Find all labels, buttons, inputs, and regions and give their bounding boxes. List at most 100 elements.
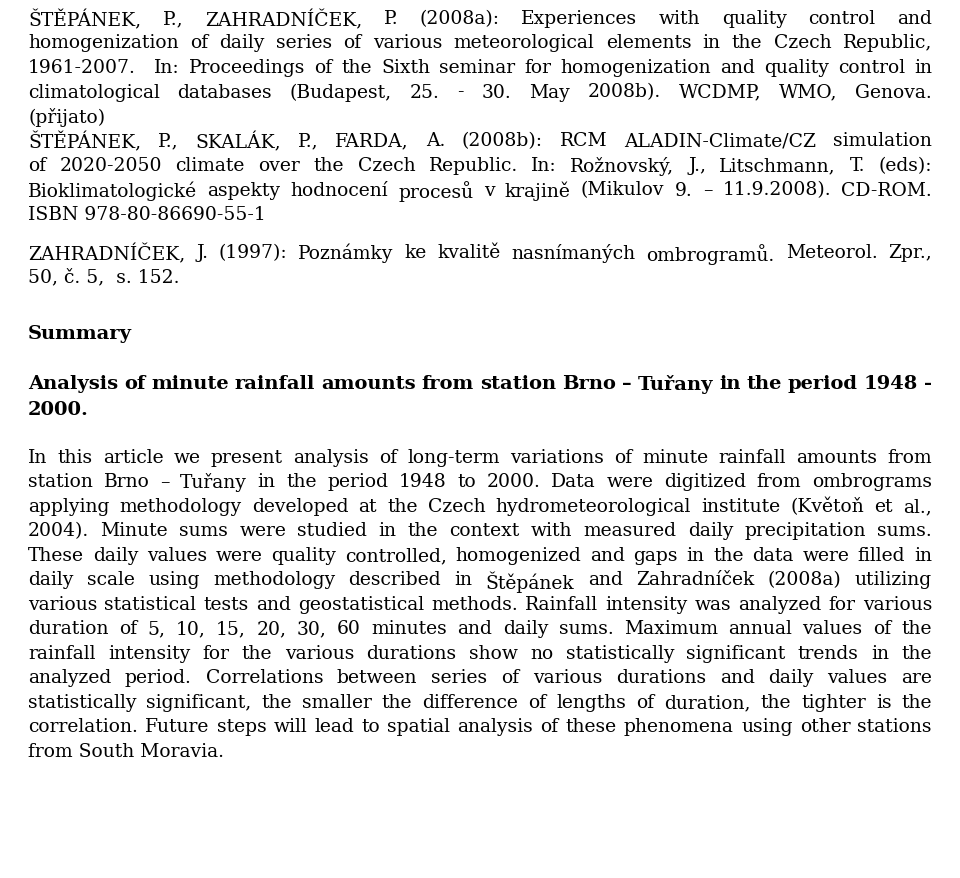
Text: data: data — [753, 546, 794, 565]
Text: statistically: statistically — [28, 694, 136, 711]
Text: in: in — [871, 644, 889, 662]
Text: Brno: Brno — [563, 375, 616, 392]
Text: the: the — [901, 644, 932, 662]
Text: amounts: amounts — [322, 375, 416, 392]
Text: for: for — [203, 644, 229, 662]
Text: methodology: methodology — [120, 498, 242, 515]
Text: 1948: 1948 — [864, 375, 918, 392]
Text: ke: ke — [404, 244, 427, 262]
Text: Genova.: Genova. — [855, 83, 932, 101]
Text: of: of — [344, 34, 362, 53]
Text: tests: tests — [204, 595, 249, 613]
Text: minutes: minutes — [372, 620, 447, 637]
Text: methodology: methodology — [213, 571, 335, 589]
Text: aspekty: aspekty — [207, 181, 280, 199]
Text: ISBN 978-80-86690-55-1: ISBN 978-80-86690-55-1 — [28, 205, 266, 224]
Text: 10,: 10, — [176, 620, 205, 637]
Text: between: between — [337, 669, 418, 687]
Text: daily: daily — [93, 546, 138, 565]
Text: lead: lead — [315, 717, 354, 736]
Text: from South Moravia.: from South Moravia. — [28, 742, 224, 760]
Text: period: period — [788, 375, 858, 392]
Text: Analysis: Analysis — [28, 375, 118, 392]
Text: ŠTĚPÁNEK,: ŠTĚPÁNEK, — [28, 133, 141, 153]
Text: to: to — [361, 717, 380, 736]
Text: quality: quality — [722, 10, 787, 28]
Text: trends: trends — [798, 644, 859, 662]
Text: J.: J. — [196, 244, 208, 262]
Text: minute: minute — [642, 449, 708, 466]
Text: 2008b).: 2008b). — [588, 83, 660, 101]
Text: (Mikulov: (Mikulov — [581, 181, 664, 199]
Text: 15,: 15, — [216, 620, 246, 637]
Text: Poznámky: Poznámky — [299, 244, 394, 263]
Text: nasnímaných: nasnímaných — [512, 244, 636, 263]
Text: developed: developed — [252, 498, 348, 515]
Text: (2008b):: (2008b): — [462, 133, 543, 150]
Text: various: various — [28, 595, 97, 613]
Text: steps: steps — [217, 717, 266, 736]
Text: of: of — [379, 449, 397, 466]
Text: hodnocení: hodnocení — [291, 181, 388, 199]
Text: –: – — [160, 473, 170, 491]
Text: In:: In: — [531, 157, 557, 175]
Text: In: In — [28, 449, 47, 466]
Text: 9.: 9. — [675, 181, 692, 199]
Text: May: May — [529, 83, 570, 101]
Text: 1961-2007.: 1961-2007. — [28, 59, 136, 77]
Text: homogenization: homogenization — [28, 34, 179, 53]
Text: and: and — [589, 546, 625, 565]
Text: duration,: duration, — [664, 694, 751, 711]
Text: daily: daily — [768, 669, 813, 687]
Text: rainfall: rainfall — [28, 644, 95, 662]
Text: analyzed: analyzed — [738, 595, 822, 613]
Text: hydrometeorological: hydrometeorological — [495, 498, 691, 515]
Text: and: and — [458, 620, 492, 637]
Text: Czech: Czech — [774, 34, 831, 53]
Text: over: over — [258, 157, 300, 175]
Text: Rožnovský,: Rožnovský, — [570, 157, 675, 176]
Text: Maximum: Maximum — [624, 620, 718, 637]
Text: minute: minute — [152, 375, 228, 392]
Text: sums: sums — [180, 522, 228, 540]
Text: various: various — [533, 669, 602, 687]
Text: ALADIN-Climate/CZ: ALADIN-Climate/CZ — [624, 133, 816, 150]
Text: and: and — [720, 59, 755, 77]
Text: homogenization: homogenization — [561, 59, 710, 77]
Text: (eds):: (eds): — [878, 157, 932, 175]
Text: climate: climate — [176, 157, 245, 175]
Text: (Květoň: (Květoň — [791, 498, 864, 515]
Text: (2008a): (2008a) — [768, 571, 842, 589]
Text: the: the — [262, 694, 292, 711]
Text: daily: daily — [220, 34, 265, 53]
Text: smaller: smaller — [302, 694, 372, 711]
Text: other: other — [800, 717, 851, 736]
Text: 2000.: 2000. — [487, 473, 540, 491]
Text: from: from — [887, 449, 932, 466]
Text: sums.: sums. — [559, 620, 613, 637]
Text: quality: quality — [764, 59, 828, 77]
Text: correlation.: correlation. — [28, 717, 138, 736]
Text: rainfall: rainfall — [235, 375, 315, 392]
Text: ZAHRADNÍČEK,: ZAHRADNÍČEK, — [28, 244, 185, 263]
Text: (1997):: (1997): — [219, 244, 287, 262]
Text: were: were — [607, 473, 654, 491]
Text: v: v — [484, 181, 494, 199]
Text: daily: daily — [688, 522, 733, 540]
Text: (Budapest,: (Budapest, — [290, 83, 392, 102]
Text: SKALÁK,: SKALÁK, — [196, 133, 281, 153]
Text: the: the — [382, 694, 413, 711]
Text: duration: duration — [28, 620, 108, 637]
Text: kvalitě: kvalitě — [438, 244, 501, 262]
Text: no: no — [530, 644, 553, 662]
Text: P.,: P., — [298, 133, 319, 150]
Text: lengths: lengths — [557, 694, 626, 711]
Text: 5,: 5, — [148, 620, 165, 637]
Text: these: these — [565, 717, 617, 736]
Text: institute: institute — [702, 498, 780, 515]
Text: RCM: RCM — [560, 133, 608, 150]
Text: of: of — [614, 449, 632, 466]
Text: the: the — [286, 473, 317, 491]
Text: ombrogramů.: ombrogramů. — [647, 244, 775, 264]
Text: statistical: statistical — [105, 595, 197, 613]
